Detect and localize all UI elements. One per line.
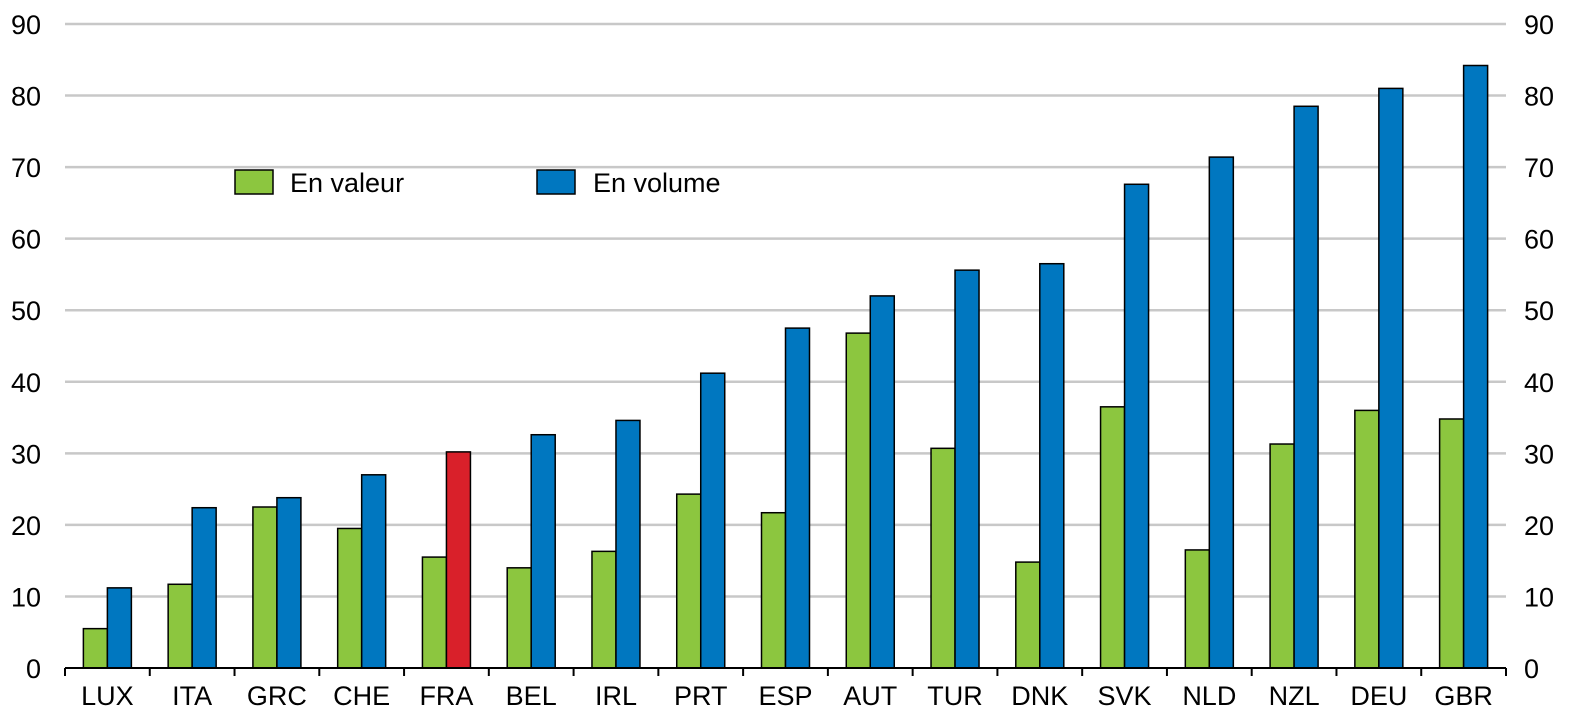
y-tick-label-right: 20 xyxy=(1524,511,1554,541)
y-tick-label-left: 20 xyxy=(11,511,41,541)
bar-nld-volume xyxy=(1208,156,1235,669)
y-tick-label-right: 30 xyxy=(1524,439,1554,469)
bar-deu-volume xyxy=(1378,87,1404,669)
y-tick-label-right: 70 xyxy=(1524,153,1554,183)
bar-bel-volume xyxy=(530,433,556,669)
y-tick-label-right: 10 xyxy=(1524,582,1554,612)
y-tick-label-left: 10 xyxy=(11,582,41,612)
y-tick-label-left: 30 xyxy=(11,439,41,469)
x-tick-label: LUX xyxy=(81,681,134,711)
x-tick-label: ESP xyxy=(758,681,812,711)
bar-lux-valeur xyxy=(82,627,109,669)
bar-tur-volume xyxy=(954,269,980,669)
x-tick-label: ITA xyxy=(172,681,212,711)
bar-dnk-valeur xyxy=(1015,561,1041,669)
x-tick-label: IRL xyxy=(595,681,637,711)
bar-nzl-valeur xyxy=(1269,443,1295,669)
bar-grc-valeur xyxy=(252,506,278,669)
legend-label-volume: En volume xyxy=(593,168,721,198)
legend-label-valeur: En valeur xyxy=(290,168,404,198)
y-axis-right: 0 10 20 30 40 50 60 70 80 90 xyxy=(1524,10,1554,684)
x-tick-label: TUR xyxy=(927,681,983,711)
bar-fra-valeur xyxy=(421,556,448,669)
x-tick-label: CHE xyxy=(333,681,390,711)
bar-nld-valeur xyxy=(1184,549,1211,669)
y-tick-label-left: 90 xyxy=(11,10,41,40)
bar-esp-valeur xyxy=(760,511,787,669)
x-tick-label: DNK xyxy=(1011,681,1068,711)
y-tick-label-right: 90 xyxy=(1524,10,1554,40)
y-tick-label-right: 0 xyxy=(1524,654,1539,684)
y-tick-label-left: 60 xyxy=(11,225,41,255)
y-tick-label-left: 0 xyxy=(26,654,41,684)
x-tick-label: PRT xyxy=(674,681,728,711)
bar-grc-volume xyxy=(276,496,302,669)
bar-tur-valeur xyxy=(930,447,956,669)
x-tick-label: FRA xyxy=(419,681,473,711)
bar-svk-valeur xyxy=(1099,406,1126,669)
x-tick-label: DEU xyxy=(1350,681,1407,711)
bars xyxy=(82,64,1489,669)
y-tick-label-right: 50 xyxy=(1524,296,1554,326)
bar-prt-valeur xyxy=(675,493,702,669)
gridlines xyxy=(65,22,1506,598)
bar-esp-volume xyxy=(784,327,811,669)
bar-bel-valeur xyxy=(506,567,532,669)
bar-aut-valeur xyxy=(845,332,872,669)
bar-nzl-volume xyxy=(1293,105,1319,669)
x-tick-label: SVK xyxy=(1098,681,1152,711)
x-tick-label: GRC xyxy=(247,681,307,711)
y-tick-label-left: 70 xyxy=(11,153,41,183)
bar-dnk-volume xyxy=(1039,262,1065,669)
y-tick-label-right: 80 xyxy=(1524,82,1554,112)
x-tick-label: NLD xyxy=(1182,681,1236,711)
x-tick-labels: LUX ITA GRC CHE FRA BEL IRL PRT ESP AUT TUR DNK SVK N… xyxy=(81,681,1493,711)
y-tick-label-left: 80 xyxy=(11,82,41,112)
legend-swatch-volume xyxy=(536,169,576,195)
bar-che-volume xyxy=(360,474,387,669)
bar-gbr-valeur xyxy=(1438,418,1465,669)
legend-swatch-valeur xyxy=(234,169,274,195)
y-tick-label-left: 50 xyxy=(11,296,41,326)
bar-ita-valeur xyxy=(167,583,193,669)
bar-irl-volume xyxy=(615,419,641,669)
y-tick-label-right: 40 xyxy=(1524,368,1554,398)
y-axis-left: 0 10 20 30 40 50 60 70 80 90 xyxy=(11,10,41,684)
y-tick-label-left: 40 xyxy=(11,368,41,398)
y-tick-label-right: 60 xyxy=(1524,225,1554,255)
bar-lux-volume xyxy=(106,587,133,669)
bar-ita-volume xyxy=(191,506,217,669)
bar-gbr-volume xyxy=(1462,64,1489,669)
x-tick-label: GBR xyxy=(1434,681,1493,711)
x-tick-label: NZL xyxy=(1269,681,1320,711)
bar-che-valeur xyxy=(336,527,363,669)
legend: En valeur En volume xyxy=(234,168,721,198)
x-tick-label: BEL xyxy=(506,681,557,711)
bar-aut-volume xyxy=(869,295,896,669)
bar-irl-valeur xyxy=(591,550,617,669)
bar-prt-volume xyxy=(699,372,726,669)
bar-fra-volume xyxy=(445,451,472,669)
bar-deu-valeur xyxy=(1354,409,1380,669)
x-axis xyxy=(64,667,1507,676)
bar-svk-volume xyxy=(1123,183,1150,669)
x-tick-label: AUT xyxy=(843,681,897,711)
